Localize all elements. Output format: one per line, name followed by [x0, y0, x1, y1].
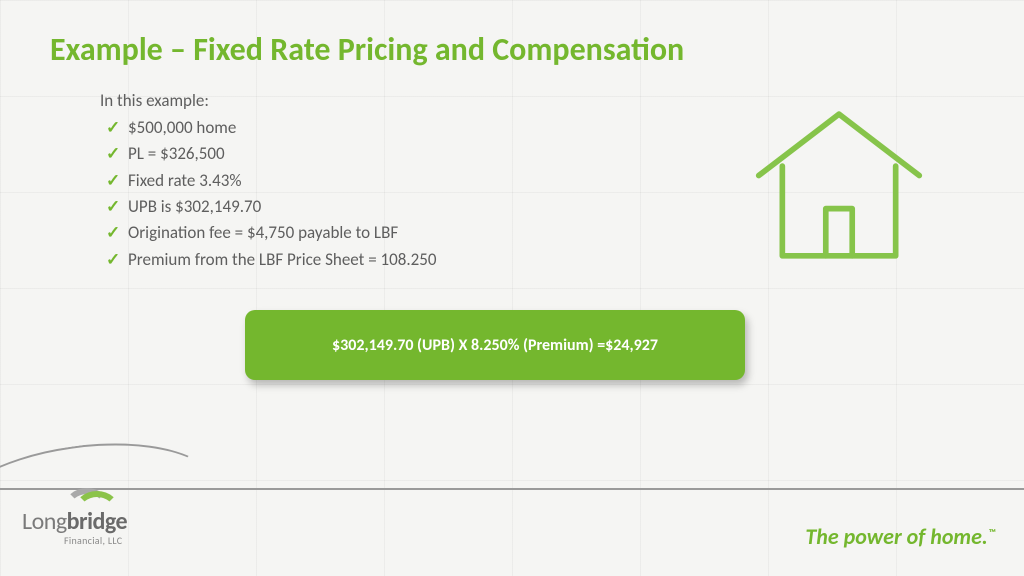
house-icon	[744, 100, 934, 270]
house-door	[826, 209, 852, 256]
tagline: The power of home.™	[805, 523, 996, 550]
tagline-text: The power of home.	[805, 523, 987, 550]
logo-wordmark: Longbridge	[22, 510, 182, 534]
slide-title: Example – Fixed Rate Pricing and Compens…	[50, 30, 684, 69]
list-item: $500,000 home	[100, 115, 437, 141]
company-logo: Longbridge Financial, LLC	[22, 488, 182, 547]
list-item: PL = $326,500	[100, 141, 437, 167]
logo-word-bold: bridge	[67, 507, 127, 536]
intro-text: In this example:	[100, 90, 209, 111]
logo-word-light: Long	[22, 507, 67, 536]
list-item: Origination fee = $4,750 payable to LBF	[100, 220, 437, 246]
list-item: Fixed rate 3.43%	[100, 168, 437, 194]
formula-text: $302,149.70 (UPB) X 8.250% (Premium) =$2…	[332, 336, 658, 355]
bullet-list: $500,000 home PL = $326,500 Fixed rate 3…	[100, 115, 437, 273]
logo-mark-icon	[64, 488, 110, 508]
list-item: UPB is $302,149.70	[100, 194, 437, 220]
list-item: Premium from the LBF Price Sheet = 108.2…	[100, 247, 437, 273]
trademark-symbol: ™	[989, 526, 996, 539]
formula-callout: $302,149.70 (UPB) X 8.250% (Premium) =$2…	[245, 310, 745, 380]
slide: Example – Fixed Rate Pricing and Compens…	[0, 0, 1024, 576]
